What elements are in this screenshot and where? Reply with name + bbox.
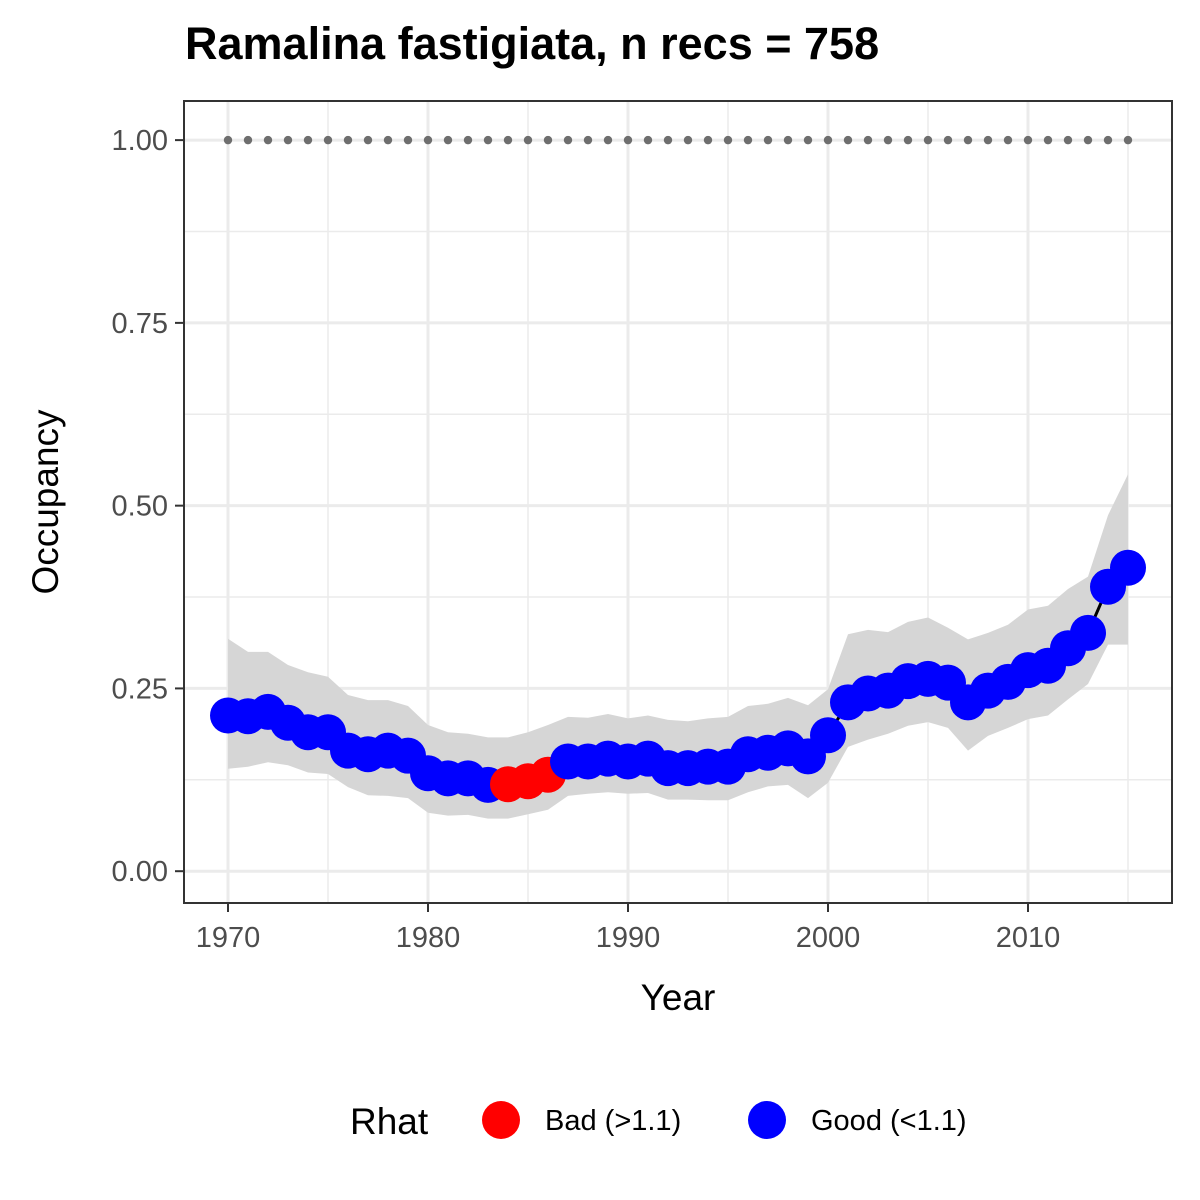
reference-dot — [443, 135, 453, 145]
credible-interval-ribbon — [228, 474, 1128, 819]
reference-dot — [763, 135, 773, 145]
reference-dot — [1063, 135, 1073, 145]
reference-dot — [1123, 135, 1133, 145]
reference-dot — [863, 135, 873, 145]
reference-line-layer — [223, 135, 1133, 145]
reference-dot — [943, 135, 953, 145]
reference-dot — [843, 135, 853, 145]
reference-dot — [823, 135, 833, 145]
legend: Rhat Bad (>1.1) Good (<1.1) — [350, 1101, 967, 1142]
x-axis-title: Year — [641, 977, 716, 1018]
reference-dot — [463, 135, 473, 145]
reference-dot — [383, 135, 393, 145]
y-tick-label: 1.00 — [112, 125, 168, 157]
legend-label-bad: Bad (>1.1) — [545, 1105, 681, 1137]
reference-dot — [643, 135, 653, 145]
reference-dot — [703, 135, 713, 145]
y-tick-label: 0.00 — [112, 856, 168, 888]
reference-dot — [1023, 135, 1033, 145]
reference-dot — [283, 135, 293, 145]
reference-dot — [683, 135, 693, 145]
x-tick-label: 1970 — [196, 922, 261, 954]
points-layer — [210, 549, 1146, 803]
y-tick-label: 0.75 — [112, 308, 168, 340]
reference-dot — [803, 135, 813, 145]
reference-dot — [983, 135, 993, 145]
reference-dot — [743, 135, 753, 145]
reference-dot — [903, 135, 913, 145]
reference-dot — [1043, 135, 1053, 145]
data-point-good — [810, 717, 846, 754]
legend-title: Rhat — [350, 1101, 429, 1142]
reference-dot — [483, 135, 493, 145]
x-tick-label: 2000 — [796, 922, 861, 954]
reference-dot — [623, 135, 633, 145]
reference-dot — [343, 135, 353, 145]
reference-dot — [723, 135, 733, 145]
reference-dot — [963, 135, 973, 145]
reference-dot — [323, 135, 333, 145]
y-tick-label: 0.25 — [112, 673, 168, 705]
reference-dot — [1103, 135, 1113, 145]
x-tick-label: 1980 — [396, 922, 461, 954]
x-tick-label: 1990 — [596, 922, 661, 954]
reference-dot — [1003, 135, 1013, 145]
reference-dot — [583, 135, 593, 145]
x-tick-label: 2010 — [996, 922, 1061, 954]
chart-title: Ramalina fastigiata, n recs = 758 — [185, 18, 880, 69]
reference-dot — [883, 135, 893, 145]
legend-key-bad — [482, 1101, 520, 1139]
y-axis-title: Occupancy — [25, 409, 66, 595]
reference-dot — [423, 135, 433, 145]
plot-panel-border — [183, 100, 1173, 904]
reference-dot — [403, 135, 413, 145]
data-point-good — [1070, 614, 1106, 651]
y-tick-label: 0.50 — [112, 491, 168, 523]
reference-dot — [1083, 135, 1093, 145]
reference-dot — [363, 135, 373, 145]
reference-dot — [923, 135, 933, 145]
legend-key-good — [748, 1101, 786, 1139]
reference-dot — [223, 135, 233, 145]
data-point-good — [1110, 549, 1146, 586]
reference-dot — [303, 135, 313, 145]
reference-dot — [263, 135, 273, 145]
axis-layer: 0.00 0.25 0.50 0.75 1.00 1970 1980 1990 2000 2010 — [112, 125, 1061, 954]
reference-dot — [563, 135, 573, 145]
reference-dot — [503, 135, 513, 145]
reference-dot — [243, 135, 253, 145]
reference-dot — [543, 135, 553, 145]
reference-dot — [663, 135, 673, 145]
legend-label-good: Good (<1.1) — [811, 1105, 967, 1137]
reference-dot — [603, 135, 613, 145]
reference-dot — [783, 135, 793, 145]
reference-dot — [523, 135, 533, 145]
ribbon-layer — [228, 474, 1128, 819]
